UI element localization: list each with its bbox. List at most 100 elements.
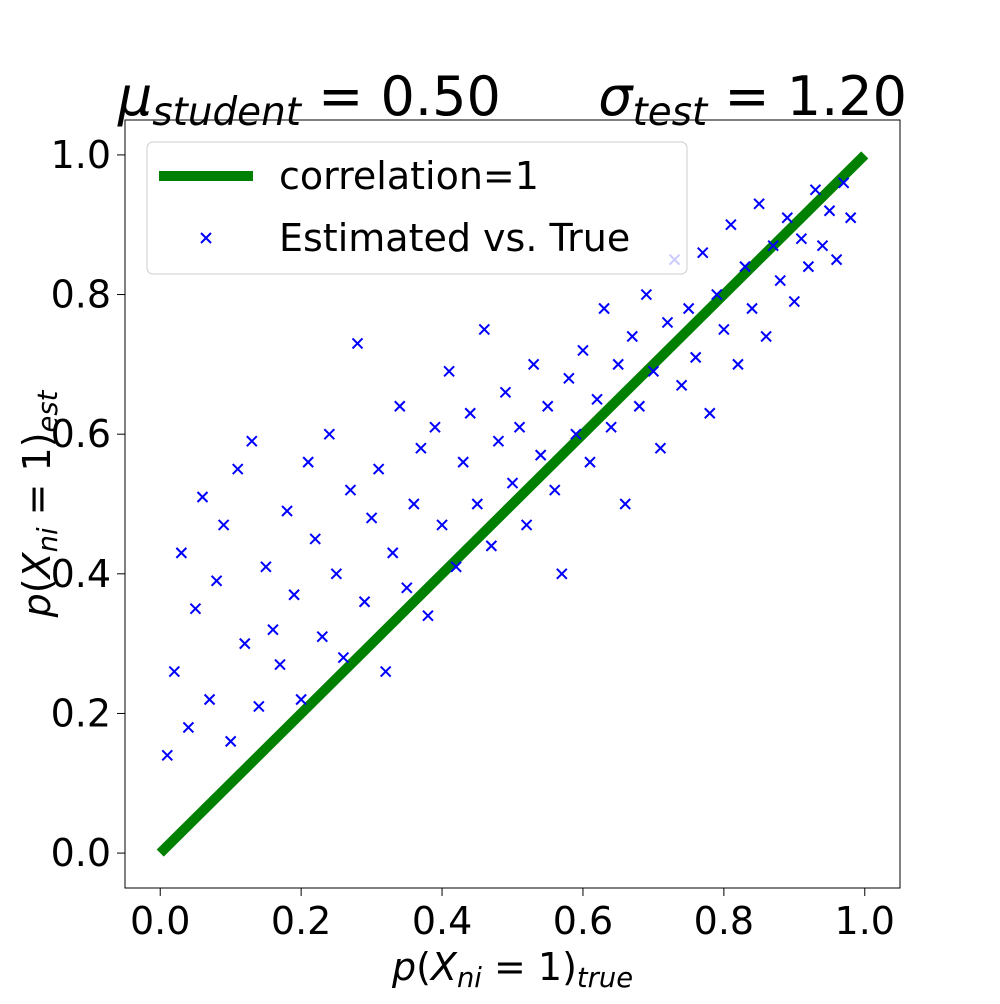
scatter-point (415, 442, 427, 454)
y-tick-label: 1.0 (51, 133, 111, 177)
y-axis-label-part: ni (33, 527, 64, 552)
scatter-point (408, 498, 420, 510)
scatter-point (774, 274, 786, 287)
scatter-point (844, 212, 857, 224)
title-left-part: μ (117, 65, 152, 128)
scatter-point (394, 400, 406, 412)
plot-frame (124, 119, 901, 889)
scatter-point (499, 386, 512, 398)
scatter-point (633, 400, 646, 412)
scatter-point (816, 239, 829, 252)
scatter-point (464, 407, 476, 419)
scatter-point (577, 344, 589, 357)
scatter-point (492, 435, 505, 447)
y-tick-label: 0.0 (51, 831, 111, 875)
x-tick-label: 1.0 (835, 899, 895, 943)
scatter-point (450, 561, 462, 573)
scatter-point (175, 547, 188, 559)
scatter-point (753, 198, 765, 210)
scatter-point (556, 568, 568, 580)
scatter-point (196, 491, 209, 503)
line (156, 151, 869, 857)
y-axis-label: p(Xni = 1)est (15, 389, 64, 618)
scatter-point (570, 428, 582, 440)
scatter-point (436, 519, 448, 531)
scatter-point (471, 498, 483, 510)
scatter-point (549, 484, 561, 496)
scatter-point (591, 393, 603, 405)
scatter-point (534, 449, 547, 461)
scatter-point (267, 623, 279, 636)
scatter-point (654, 442, 667, 454)
scatter-point (401, 582, 413, 594)
scatter-point (689, 351, 702, 364)
scatter-point (288, 589, 300, 601)
scatter-point (513, 421, 526, 433)
x-tick-label: 0.2 (271, 899, 331, 943)
scatter-point (429, 421, 441, 433)
scatter-point (224, 735, 237, 748)
scatter-point (704, 407, 716, 419)
scatter-point (295, 693, 307, 706)
scatter-point (697, 246, 709, 259)
scatter-point (647, 365, 660, 378)
scatter-point (239, 637, 251, 650)
scatter-point (711, 288, 723, 301)
scatter-point (246, 435, 258, 447)
x-tick-label: 0.4 (412, 899, 472, 943)
scatter-point (802, 260, 815, 273)
scatter-point (788, 295, 801, 308)
scatter-point (365, 512, 378, 524)
scatter-point (210, 575, 223, 587)
title-right-part: test (633, 90, 709, 135)
scatter-point (542, 400, 554, 412)
scatter-point (760, 330, 772, 343)
scatter-point (260, 561, 272, 573)
title-left: μstudent = 0.50 (117, 65, 501, 135)
y-axis-label-part: = 1) (15, 432, 59, 527)
scatter-point (520, 519, 533, 531)
scatter-point (485, 540, 498, 552)
x-tick-label: 0.8 (694, 899, 754, 943)
scatter-point (563, 372, 575, 385)
scatter-point (302, 456, 314, 468)
scatter-point (316, 630, 328, 643)
scatter-point (767, 239, 779, 252)
scatter-point (217, 519, 230, 531)
scatter-point (387, 547, 399, 559)
scatter-point (274, 658, 286, 671)
scatter-point (478, 323, 491, 336)
scatter-point (337, 651, 350, 664)
x-axis-label-part: X (429, 945, 458, 989)
y-tick-label: 0.6 (51, 412, 111, 456)
scatter-point (823, 205, 836, 217)
x-axis-label-part: true (577, 963, 633, 994)
title-right-part: = 1.20 (707, 65, 907, 128)
y-tick-label: 0.8 (51, 273, 111, 317)
scatter-point (309, 533, 321, 545)
scatter-point (330, 568, 343, 580)
y-axis-label-part: X (15, 551, 59, 580)
scatter-point (189, 603, 202, 615)
scatter-point (323, 428, 336, 440)
scatter-point (527, 358, 540, 371)
scatter-point (457, 456, 469, 468)
y-axis-label-part: ( (15, 578, 59, 593)
scatter-point (675, 379, 688, 392)
scatter-point (682, 302, 695, 315)
scatter-point (506, 477, 519, 489)
scatter-point (584, 456, 596, 468)
scatter-point (837, 177, 850, 189)
x-axis-label-part: ni (457, 963, 482, 994)
y-tick-label: 0.4 (51, 552, 111, 596)
scatter-point (725, 219, 737, 231)
scatter-point (598, 302, 610, 315)
scatter-point (161, 749, 173, 762)
x-axis-label-part: ( (416, 945, 431, 989)
scatter-point (372, 463, 385, 475)
scatter-point (781, 212, 793, 224)
scatter-point (605, 421, 617, 433)
scatter-point (358, 596, 371, 608)
scatter-point (626, 330, 638, 343)
